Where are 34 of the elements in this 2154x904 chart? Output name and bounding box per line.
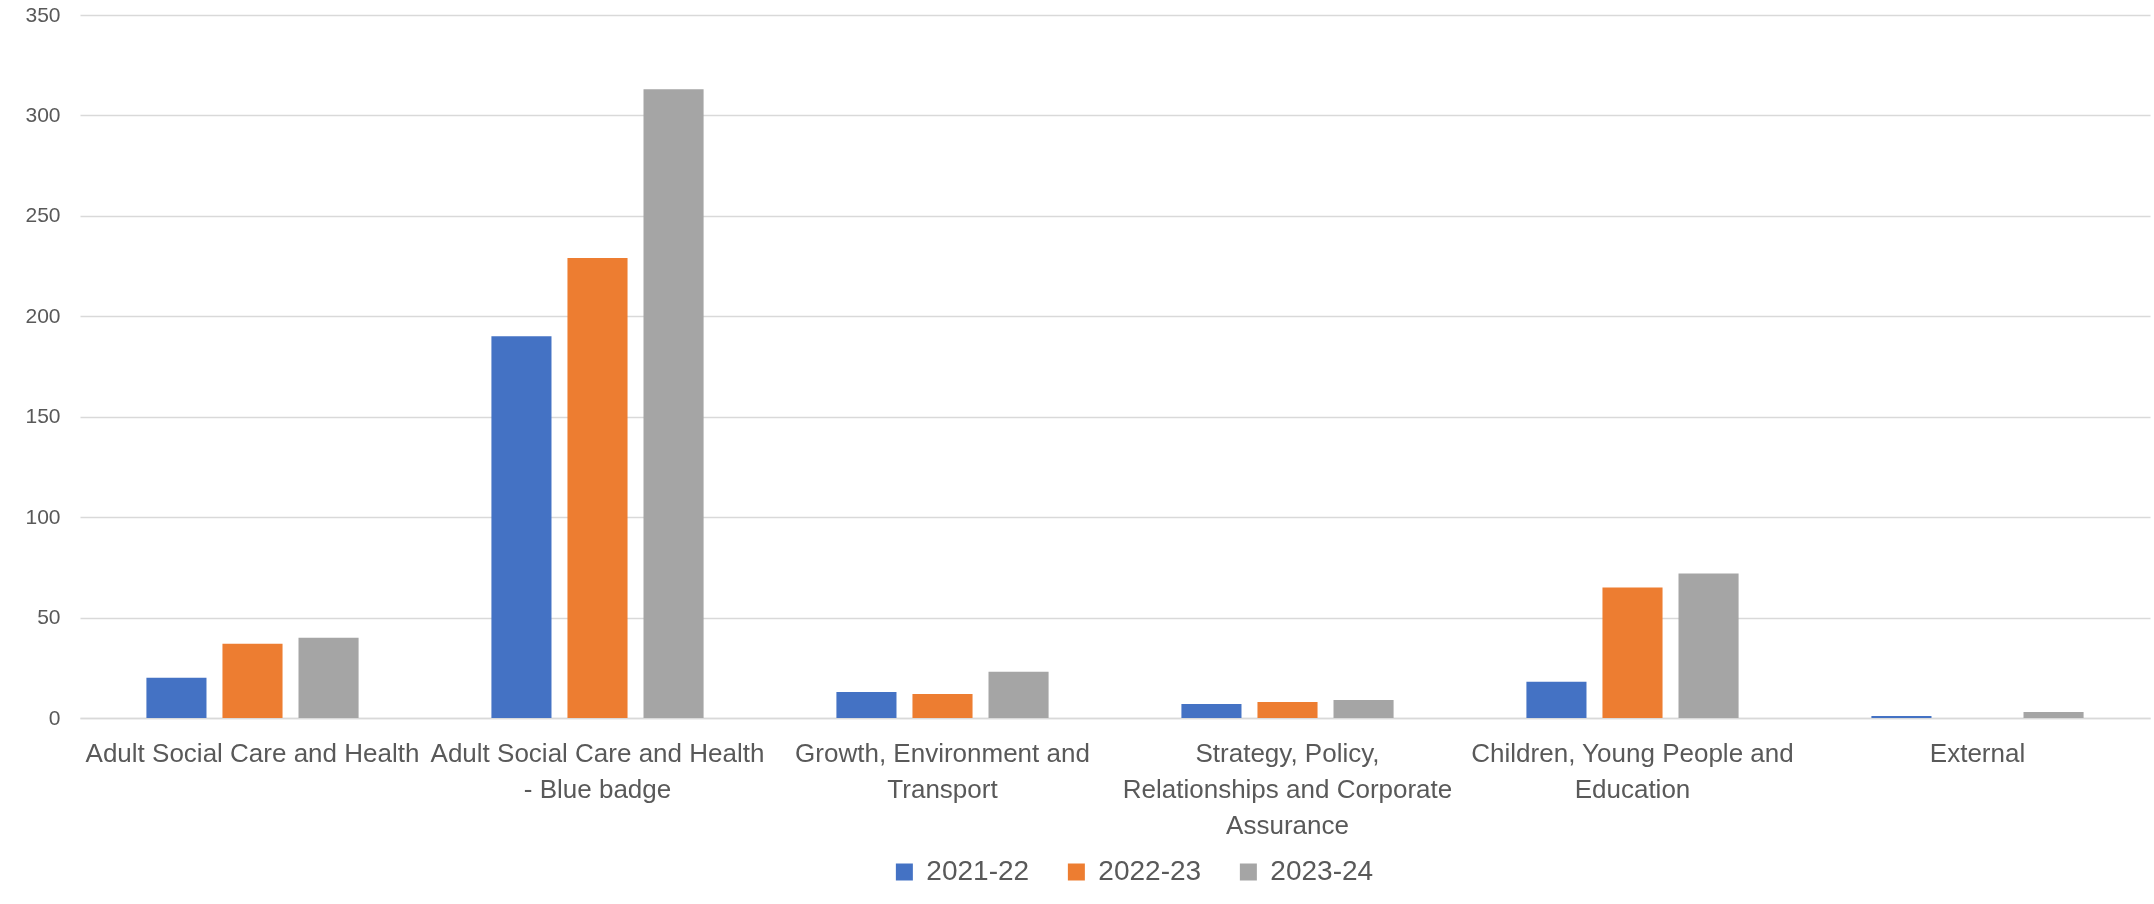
x-tick-label: Strategy, Policy, Relationships and Corporate Assurance: [1122, 737, 1453, 840]
y-tick-label: 350: [25, 2, 61, 26]
bar: [1333, 699, 1394, 718]
legend-label: 2023-24: [1270, 855, 1374, 886]
bar: [1871, 715, 1932, 718]
bar: [1678, 573, 1739, 718]
x-tick-label: Children, Young People and Education: [1471, 737, 1794, 804]
bar: [1257, 701, 1318, 718]
y-tick-label: 50: [37, 605, 61, 629]
bar: [643, 89, 704, 718]
bar: [298, 637, 359, 718]
y-tick-label: 0: [48, 705, 61, 729]
bar: [1181, 703, 1242, 718]
bar: [491, 336, 552, 718]
x-tick-label: Growth, Environment and Transport: [795, 737, 1090, 804]
bar: [567, 258, 628, 718]
y-tick-label: 100: [25, 504, 61, 528]
y-tick-label: 200: [25, 303, 61, 327]
legend-label: 2021-22: [926, 855, 1030, 886]
x-tick-label: External: [1929, 737, 2026, 768]
x-tick-label: Adult Social Care and Health - Blue badge: [430, 737, 765, 804]
bar: [222, 643, 283, 718]
y-tick-label: 250: [25, 203, 61, 227]
bar: [2023, 711, 2084, 718]
bar: [988, 671, 1049, 718]
bar: [146, 677, 207, 718]
y-tick-label: 150: [25, 404, 61, 428]
y-tick-label: 300: [25, 102, 61, 126]
bar: [1602, 587, 1663, 718]
x-tick-label: Adult Social Care and Health: [85, 737, 420, 768]
legend-label: 2022-23: [1098, 855, 1202, 886]
bar: [836, 691, 897, 718]
bar: [912, 693, 973, 718]
bar: [1526, 681, 1587, 718]
